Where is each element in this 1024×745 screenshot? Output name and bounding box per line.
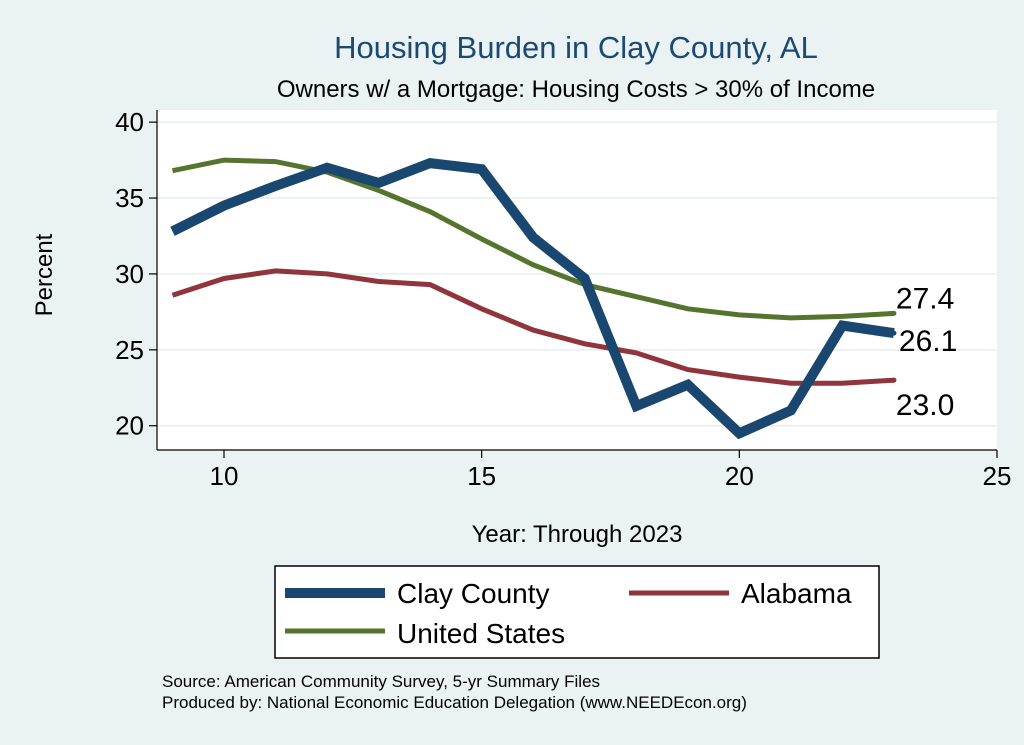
x-tick-label: 25 — [983, 461, 1012, 491]
axes — [156, 110, 997, 451]
chart-subtitle: Owners w/ a Mortgage: Housing Costs > 30… — [277, 76, 875, 103]
series-lines — [170, 157, 895, 440]
source-line: Source: American Community Survey, 5-yr … — [162, 672, 600, 691]
end-label-united-states: 27.4 — [896, 282, 954, 315]
end-labels: 26.1 23.0 27.4 — [891, 282, 957, 422]
end-point-clay-county — [891, 330, 897, 336]
x-axis-title: Year: Through 2023 — [472, 521, 683, 548]
y-tick-label: 25 — [115, 335, 144, 365]
y-axis-ticks: 20 25 30 35 40 — [115, 107, 157, 441]
legend-box — [274, 565, 880, 659]
x-tick-label: 15 — [467, 461, 496, 491]
chart-title: Housing Burden in Clay County, AL — [334, 30, 818, 65]
y-tick-label: 30 — [115, 259, 144, 289]
end-point-united-states — [891, 310, 897, 316]
y-axis-title: Percent — [31, 233, 58, 316]
end-label-clay-county: 26.1 — [899, 325, 957, 358]
series-line-clay-county — [170, 157, 895, 440]
y-tick-label: 40 — [115, 107, 144, 137]
y-tick-label: 35 — [115, 183, 144, 213]
x-axis-ticks: 10 15 20 25 — [210, 450, 1012, 491]
y-tick-label: 20 — [115, 411, 144, 441]
producer-line: Produced by: National Economic Education… — [162, 693, 747, 712]
x-tick-label: 20 — [725, 461, 754, 491]
legend-label-united-states: United States — [397, 618, 565, 649]
x-tick-label: 10 — [210, 461, 239, 491]
legend-label-clay-county: Clay County — [397, 578, 550, 609]
legend-label-alabama: Alabama — [741, 578, 852, 609]
series-line-united-states — [171, 157, 895, 321]
end-point-alabama — [891, 377, 897, 383]
end-label-alabama: 23.0 — [896, 389, 954, 422]
legend: Clay County Alabama United States — [274, 565, 880, 659]
series-line-alabama — [171, 268, 895, 386]
